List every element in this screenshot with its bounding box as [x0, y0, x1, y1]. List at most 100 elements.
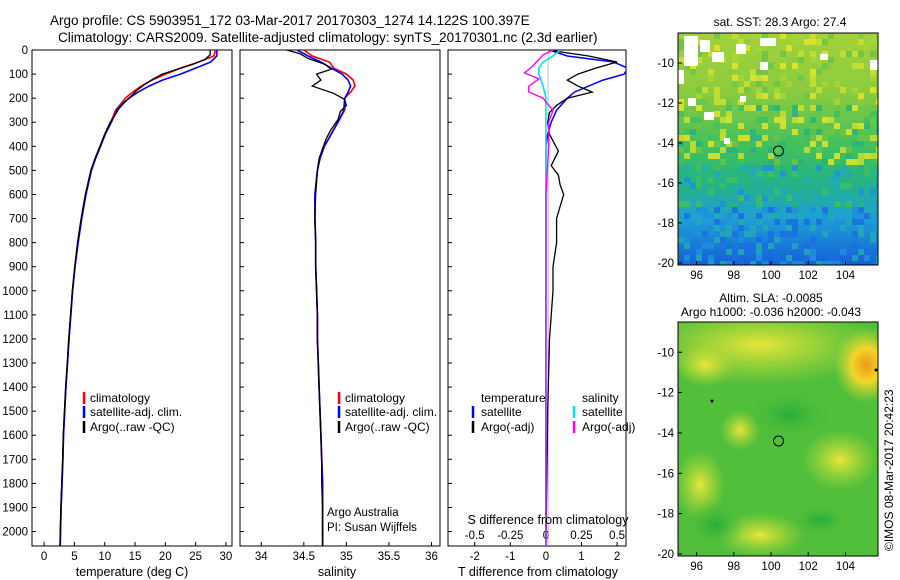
sst-pixel	[786, 231, 792, 237]
sst-pixel	[696, 183, 702, 189]
sst-pixel	[690, 189, 696, 195]
x-tick-label: 2	[614, 551, 620, 563]
sst-cloud-gap	[740, 96, 746, 102]
sst-cloud-gap	[700, 40, 710, 52]
sst-pixel	[756, 195, 762, 201]
x-tick-label: 5	[71, 551, 77, 563]
sst-pixel	[864, 225, 870, 231]
sst-pixel	[798, 105, 804, 111]
depth-axis: 0 100 200 300 400 500 600 700 800 900 1000 1100 1200…	[2, 45, 452, 539]
map-x-tick-label: 98	[727, 270, 740, 282]
sst-pixel	[714, 165, 720, 171]
sst-pixel	[840, 249, 846, 255]
sst-pixel	[684, 117, 690, 123]
sst-pixel	[852, 177, 858, 183]
sst-pixel	[780, 231, 786, 237]
sst-pixel	[852, 213, 858, 219]
sst-pixel	[774, 87, 780, 93]
sst-pixel	[798, 183, 804, 189]
temperature-series	[59, 50, 218, 546]
sst-pixel	[720, 99, 726, 105]
sst-pixel	[816, 165, 822, 171]
sst-pixel	[834, 99, 840, 105]
sst-pixel	[708, 213, 714, 219]
sst-pixel	[768, 105, 774, 111]
map-y-tick-label: -18	[657, 509, 674, 521]
sst-pixel	[828, 255, 834, 261]
sst-pixel	[678, 171, 684, 177]
sst-pixel	[870, 153, 876, 159]
sst-pixel	[762, 117, 768, 123]
sst-pixel	[732, 63, 738, 69]
sst-pixel	[750, 165, 756, 171]
x-tick-label: 30	[220, 551, 233, 563]
sst-pixel	[816, 219, 822, 225]
sst-pixel	[858, 39, 864, 45]
sst-pixel	[792, 111, 798, 117]
sst-pixel	[708, 225, 714, 231]
sst-pixel	[738, 189, 744, 195]
sst-pixel	[678, 147, 684, 153]
sst-pixel	[804, 225, 810, 231]
sst-pixel	[714, 213, 720, 219]
salinity-xlabel: salinity	[318, 565, 357, 579]
sst-pixel	[756, 87, 762, 93]
sst-pixel	[780, 111, 786, 117]
sst-pixel	[738, 39, 744, 45]
sst-pixel	[816, 153, 822, 159]
sst-pixel	[684, 243, 690, 249]
legend-text-t-satellite: satellite	[481, 405, 522, 419]
depth-tick-label: 800	[9, 238, 28, 250]
sst-pixel	[762, 87, 768, 93]
sst-pixel	[876, 183, 878, 189]
sst-pixel	[678, 141, 684, 147]
legend-text-satellite: satellite-adj. clim.	[90, 405, 182, 419]
sst-pixel	[816, 261, 822, 265]
map-x-tick-label: 100	[761, 270, 780, 282]
sst-pixel	[696, 219, 702, 225]
sst-pixel	[714, 153, 720, 159]
depth-tick-label: 1600	[2, 430, 28, 442]
t-diff-argo-line	[545, 50, 618, 546]
legend-head-temperature: temperature	[481, 391, 546, 405]
sst-pixel	[774, 159, 780, 165]
sst-pixel	[720, 219, 726, 225]
sst-pixel	[858, 51, 864, 57]
sst-pixel	[756, 255, 762, 261]
sst-pixel	[762, 243, 768, 249]
x-tick-label: 0	[41, 551, 47, 563]
temperature-argo-line	[59, 50, 211, 546]
sst-pixel	[774, 237, 780, 243]
sst-pixel	[840, 129, 846, 135]
sst-pixel	[816, 87, 822, 93]
sst-pixel	[828, 225, 834, 231]
sst-pixel	[744, 195, 750, 201]
sst-pixel	[684, 165, 690, 171]
sst-pixel	[708, 177, 714, 183]
sst-pixel	[738, 249, 744, 255]
sst-pixel	[720, 159, 726, 165]
x-tick-label: 20	[159, 551, 172, 563]
sst-pixel	[816, 111, 822, 117]
sst-pixel	[840, 201, 846, 207]
s-tick-label: 0.25	[570, 530, 592, 542]
sst-pixel	[876, 207, 878, 213]
sst-pixel	[762, 195, 768, 201]
sst-pixel	[816, 105, 822, 111]
sst-pixel	[822, 147, 828, 153]
sst-pixel	[858, 219, 864, 225]
sst-pixel	[858, 231, 864, 237]
map-x-tick-label: 104	[836, 270, 856, 282]
sst-pixel	[744, 243, 750, 249]
map-y-tick-label: -14	[657, 428, 674, 440]
sst-pixel	[678, 165, 684, 171]
sst-pixel	[756, 81, 762, 87]
sla-map-title: Altim. SLA: -0.0085	[719, 291, 823, 305]
sst-pixel	[828, 57, 834, 63]
depth-tick-label: 1000	[2, 286, 28, 298]
sst-pixel	[756, 93, 762, 99]
salinity-argo-line	[286, 50, 348, 546]
sst-pixel	[816, 69, 822, 75]
sst-pixel	[756, 45, 762, 51]
